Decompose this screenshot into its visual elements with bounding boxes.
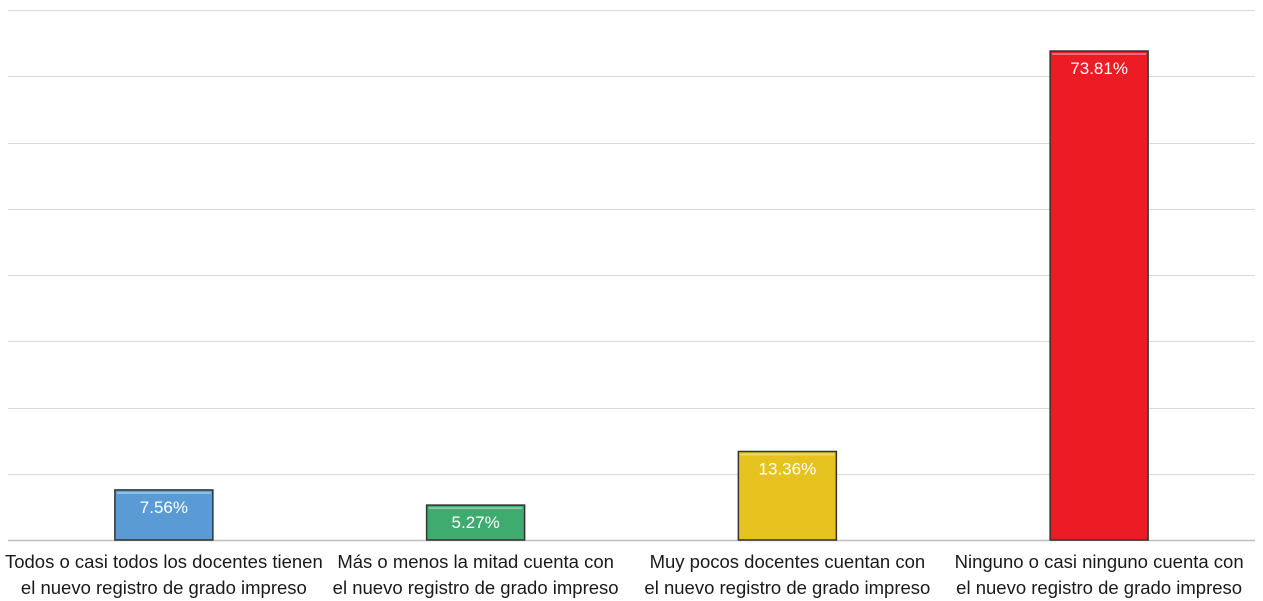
category-label-2-line-1: Más o menos la mitad cuenta con: [337, 551, 614, 572]
category-label-3-line-2: el nuevo registro de grado impreso: [644, 577, 930, 598]
data-label-4: 73.81%: [1070, 59, 1128, 78]
category-label-4-line-2: el nuevo registro de grado impreso: [956, 577, 1242, 598]
category-label-1-line-1: Todos o casi todos los docentes tienen: [5, 551, 323, 572]
bar-1: [114, 489, 214, 541]
category-labels: Todos o casi todos los docentes tienen el…: [5, 551, 1244, 598]
data-label-3: 13.36%: [759, 459, 817, 478]
gridlines: [8, 10, 1255, 542]
category-label-1-line-2: el nuevo registro de grado impreso: [21, 577, 307, 598]
category-label-2-line-2: el nuevo registro de grado impreso: [333, 577, 619, 598]
data-label-2: 5.27%: [452, 513, 500, 532]
category-label-3-line-1: Muy pocos docentes cuentan con: [650, 551, 926, 572]
bar-highlight-4: [1052, 53, 1147, 56]
bar-4: [1049, 50, 1149, 541]
category-label-4-line-1: Ninguno o casi ninguno cuenta con: [955, 551, 1244, 572]
bar-3: [737, 450, 838, 541]
data-label-1: 7.56%: [140, 498, 188, 517]
bar-highlight-2: [428, 507, 523, 510]
bars: 7.56% 5.27% 13.36% 73.81%: [114, 50, 1149, 541]
bar-2: [425, 504, 526, 541]
bar-highlight-1: [116, 491, 211, 494]
bar-highlight-3: [740, 453, 835, 456]
